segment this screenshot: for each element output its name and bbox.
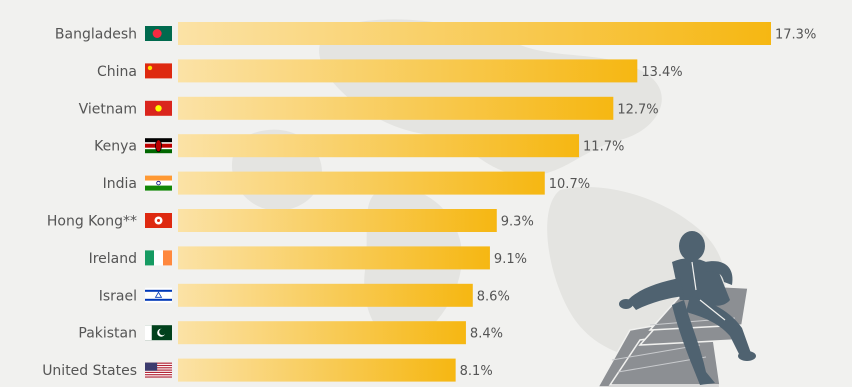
value-label-ireland: 9.1%: [494, 252, 527, 267]
bar-china: [178, 59, 638, 83]
bar-ireland: [178, 246, 490, 270]
flag-pakistan-icon: [145, 325, 172, 341]
category-label-hong-kong: Hong Kong**: [47, 214, 137, 230]
value-label-vietnam: 12.7%: [617, 102, 658, 117]
category-label-pakistan: Pakistan: [78, 326, 137, 342]
bar-kenya: [178, 134, 580, 158]
bar-vietnam: [178, 96, 614, 120]
flag-china-icon: [145, 63, 172, 79]
flag-bangladesh-icon: [145, 26, 172, 41]
category-label-ireland: Ireland: [89, 251, 137, 267]
value-label-hong-kong: 9.3%: [501, 215, 534, 230]
flag-kenya-icon: [145, 138, 172, 154]
value-label-bangladesh: 17.3%: [775, 28, 816, 43]
flag-ireland-icon: [145, 250, 172, 266]
category-label-israel: Israel: [99, 288, 137, 304]
category-label-kenya: Kenya: [94, 139, 137, 155]
value-label-united-states: 8.1%: [460, 364, 493, 379]
value-label-india: 10.7%: [549, 177, 590, 192]
bar-hong-kong: [178, 209, 497, 232]
flag-united-states-icon: [145, 362, 172, 378]
category-label-vietnam: Vietnam: [79, 101, 137, 117]
category-label-china: China: [97, 64, 137, 80]
businessman-on-money-icon: [597, 231, 756, 387]
flag-hong-kong-icon: [145, 213, 172, 228]
flag-vietnam-icon: [145, 100, 172, 116]
flag-israel-icon: [145, 287, 172, 303]
bar-israel: [178, 283, 473, 307]
category-label-united-states: United States: [42, 363, 137, 379]
bar-india: [178, 171, 545, 195]
value-label-israel: 8.6%: [477, 289, 510, 304]
value-label-china: 13.4%: [641, 65, 682, 80]
value-label-kenya: 11.7%: [583, 140, 624, 155]
flag-india-icon: [145, 175, 172, 191]
bar-bangladesh: [178, 22, 771, 45]
bar-pakistan: [178, 321, 466, 345]
value-label-pakistan: 8.4%: [470, 327, 503, 342]
category-label-india: India: [103, 176, 137, 192]
bar-united-states: [178, 358, 456, 382]
category-label-bangladesh: Bangladesh: [55, 27, 137, 43]
